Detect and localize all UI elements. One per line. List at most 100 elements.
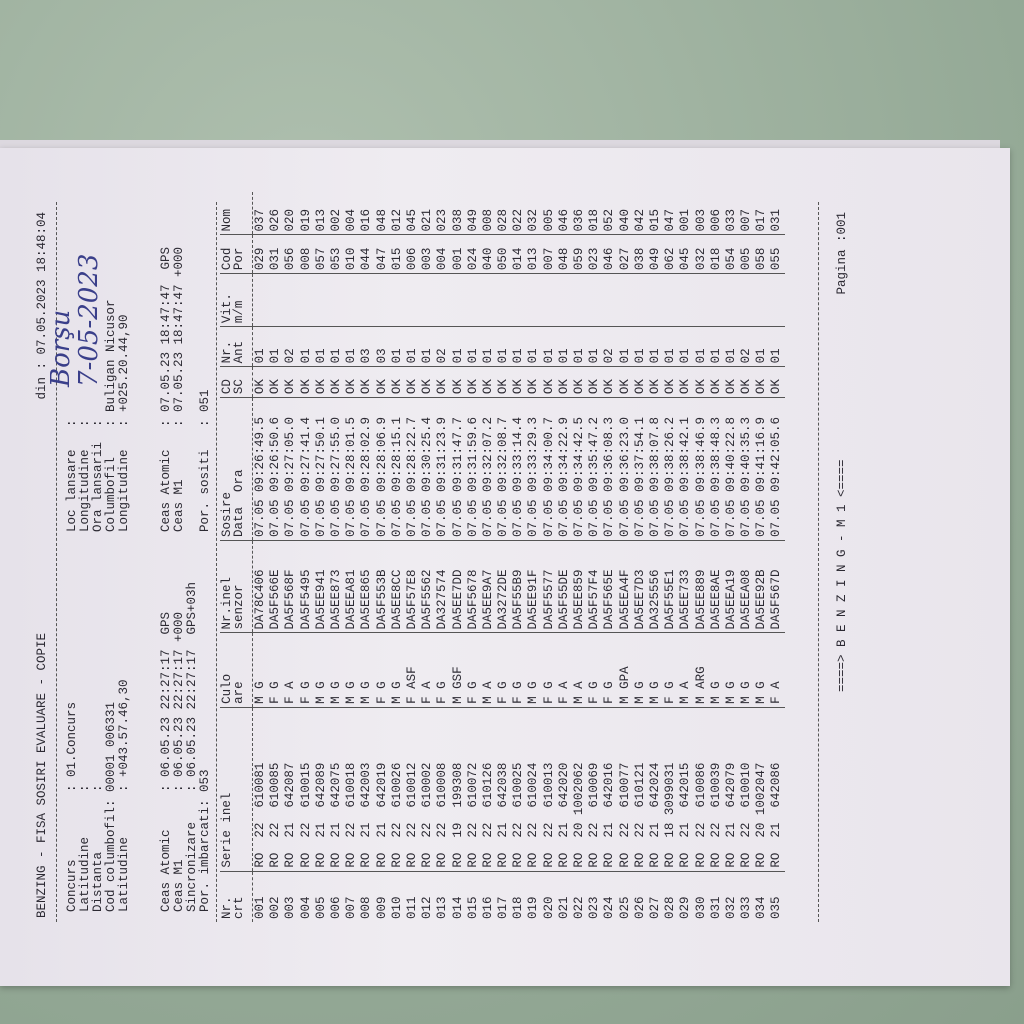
table-cell: DA5F568F xyxy=(283,540,299,633)
table-cell: F A xyxy=(283,632,299,708)
table-cell: F G xyxy=(268,632,284,708)
table-cell: 01 xyxy=(496,326,512,367)
table-row: 009 RO 21 642019 F G DA5F553B 07.05 09:28:06… xyxy=(374,192,390,922)
table-row: 034 RO 20 1002047 M G DA5EE92B 07.05 09:41:1… xyxy=(754,192,770,922)
table-cell: 040 xyxy=(617,192,633,235)
table-row: 002 RO 22 610085 F G DA5F566E 07.05 09:26:50… xyxy=(268,192,284,922)
empty-cell xyxy=(283,273,299,327)
table-row: 031 RO 22 610039 M G DA5EE8AE 07.05 09:38:48… xyxy=(708,192,724,922)
table-cell: 029 xyxy=(678,896,693,919)
table-cell: 042 xyxy=(632,192,648,235)
table-cell: 027 xyxy=(647,896,662,919)
empty-cell xyxy=(496,273,512,327)
table-cell: 01 xyxy=(420,326,436,367)
table-cell: 016 xyxy=(359,192,375,235)
empty-cell xyxy=(511,273,527,327)
table-cell: OK xyxy=(344,366,360,398)
table-cell: 07.05 09:34:42.5 xyxy=(571,397,588,541)
table-cell: OK xyxy=(435,366,451,398)
table-cell: 013 xyxy=(313,192,329,235)
table-cell: 07.05 09:27:41.4 xyxy=(298,397,314,541)
table-cell: RO 21 642003 xyxy=(359,707,375,872)
table-cell: 07.05 09:28:06.9 xyxy=(374,397,390,541)
empty-cell xyxy=(268,273,284,327)
table-cell: OK xyxy=(663,366,679,398)
table-cell: OK xyxy=(708,366,724,398)
table-row: 010 RO 22 610026 M G DA5EE8CC 07.05 09:28:15… xyxy=(389,192,405,922)
table-cell: DA5F565E xyxy=(602,540,618,633)
table-cell: RO 20 1002047 xyxy=(754,707,770,872)
table-row: 022 RO 20 1002062 M A DA5EE859 07.05 09:34:4… xyxy=(571,192,588,922)
table-cell: 003 xyxy=(420,235,436,274)
table-row: 014 RO 19 199308 M GSF DA5EE7DD 07.05 09:31:… xyxy=(450,192,466,922)
table-row: 007 RO 22 610018 M G DA5EEA81 07.05 09:28:01… xyxy=(344,192,360,922)
table-cell: 07.05 09:32:08.7 xyxy=(496,397,512,541)
table-cell: M G xyxy=(739,632,755,708)
column-header: Nom xyxy=(220,192,253,235)
table-cell: 07.05 09:38:48.3 xyxy=(708,397,724,541)
table-cell: 001 xyxy=(678,192,694,235)
table-cell: 07.05 09:34:00.7 xyxy=(541,397,557,541)
table-cell: 011 xyxy=(404,896,419,919)
empty-cell xyxy=(678,273,694,327)
empty-cell xyxy=(313,273,329,327)
table-cell: DA327574 xyxy=(435,540,451,633)
table-cell: 001 xyxy=(450,235,466,274)
table-cell: F G xyxy=(435,632,451,708)
table-cell: 07.05 09:27:05.0 xyxy=(283,397,299,541)
table-cell: 07.05 09:38:07.8 xyxy=(647,397,664,541)
table-cell: 01 xyxy=(298,326,314,367)
table-cell: OK xyxy=(268,366,284,398)
table-cell: 055 xyxy=(769,235,785,274)
table-row: 023 RO 22 610069 F G DA5F57F4 07.05 09:35:47… xyxy=(587,192,603,922)
paper-sheet xyxy=(0,148,1010,986)
table-cell: 07.05 09:27:55.0 xyxy=(328,397,345,541)
table-cell: 022 xyxy=(572,896,587,919)
empty-cell xyxy=(541,273,557,327)
table-cell: F G xyxy=(465,632,481,708)
table-cell: OK xyxy=(647,366,664,398)
empty-cell xyxy=(754,273,770,327)
table-cell: OK xyxy=(723,366,739,398)
table-cell: 012 xyxy=(420,896,435,919)
table-cell: RO 22 610002 xyxy=(420,707,436,872)
empty-cell xyxy=(404,273,421,327)
column-header: Vit. m/m xyxy=(220,273,253,327)
empty-cell xyxy=(769,273,785,327)
table-cell: DA5EE7DD xyxy=(450,540,466,633)
table-cell: 002 xyxy=(328,192,345,235)
table-cell: 01 xyxy=(556,326,572,367)
empty-cell xyxy=(602,273,618,327)
table-cell: OK xyxy=(754,366,770,398)
table-cell: OK xyxy=(496,366,512,398)
table-cell: 015 xyxy=(389,235,405,274)
table-cell: F G xyxy=(298,632,314,708)
table-cell: M G xyxy=(313,632,329,708)
table-cell: 052 xyxy=(602,192,618,235)
column-header: Nr. crt xyxy=(220,871,253,922)
table-cell: 01 xyxy=(723,326,739,367)
page-number: Pagina :001 xyxy=(835,212,849,295)
table-cell: OK xyxy=(693,366,709,398)
info-left: Concurs : 01.Concurs Latitudine : Distanta… xyxy=(65,679,131,912)
table-row: 028 RO 18 3099031 F G DA5F55E1 07.05 09:38:2… xyxy=(663,192,679,922)
table-cell: M G xyxy=(359,632,375,708)
table-cell: RO 20 1002062 xyxy=(571,707,588,872)
table-cell: 02 xyxy=(283,326,299,367)
table-cell: M G xyxy=(647,632,664,708)
table-cell: 032 xyxy=(693,235,709,274)
table-cell: DA5F5678 xyxy=(465,540,481,633)
table-cell: 028 xyxy=(496,192,512,235)
table-cell: 018 xyxy=(511,896,526,919)
table-cell: 014 xyxy=(450,896,465,919)
table-cell: 01 xyxy=(678,326,694,367)
table-cell: 07.05 09:36:23.0 xyxy=(617,397,633,541)
table-cell: M A xyxy=(480,632,496,708)
table-row: 027 RO 21 642024 M G DA325556 07.05 09:38:07… xyxy=(647,192,664,922)
table-cell: 008 xyxy=(359,896,374,919)
table-cell: M G xyxy=(754,632,770,708)
table-cell: RO 21 642087 xyxy=(283,707,299,872)
table-cell: 07.05 09:26:49.5 xyxy=(252,397,269,541)
table-row: 016 RO 22 610126 M A DA5EE9A7 07.05 09:32:07… xyxy=(480,192,496,922)
table-cell: M G xyxy=(252,632,269,708)
